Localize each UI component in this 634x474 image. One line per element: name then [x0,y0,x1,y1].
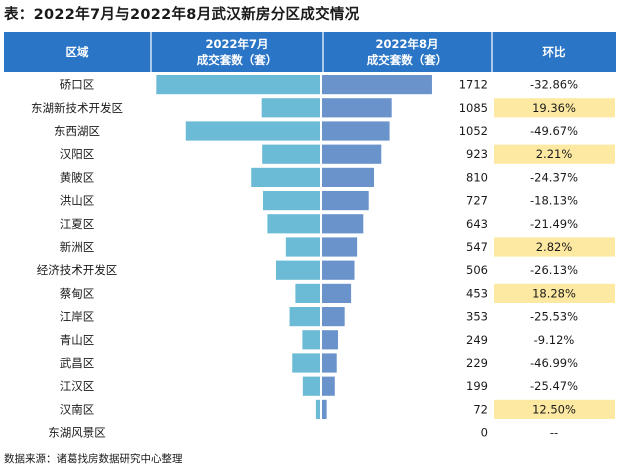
mom-value: -- [550,426,558,440]
region-label: 汉阳区 [60,147,95,161]
header-background [4,32,616,72]
header-jul-line1: 2022年7月 [205,37,268,51]
aug-value-label: 249 [466,333,488,347]
aug-bar [322,191,369,211]
region-label: 黄陂区 [60,170,95,184]
aug-value-label: 0 [481,426,488,440]
mom-value: -9.12% [534,333,575,347]
jul-bar [285,237,320,257]
aug-value-label: 547 [466,240,488,254]
mom-highlight [494,283,615,303]
jul-bar [315,399,320,419]
mom-value: 18.28% [532,286,576,300]
mom-value: -24.37% [530,170,578,184]
jul-bar [289,307,320,327]
aug-bar [322,353,337,373]
header-aug-line2: 成交套数（套） [367,53,448,67]
region-label: 东湖风景区 [48,426,106,440]
mom-value: -21.49% [530,217,578,231]
aug-bar [322,98,392,118]
aug-bar [322,144,382,164]
aug-value-label: 353 [466,310,488,324]
mom-value: 12.50% [532,402,576,416]
aug-value-label: 643 [466,217,488,231]
mom-value: -18.13% [530,194,578,208]
jul-bar [261,98,320,118]
table-rows: 硚口区 1712 -32.86% 东湖新技术开发区 1085 19.36% 东西湖区 1052… [31,75,615,440]
mom-value: -26.13% [530,263,578,277]
aug-value-label: 72 [473,402,488,416]
aug-value-label: 229 [466,356,488,370]
mom-value: -32.86% [530,78,578,92]
mom-highlight [494,399,615,419]
mom-value: -25.53% [530,310,578,324]
mom-highlight [494,237,615,257]
aug-bar [322,283,352,303]
aug-value-label: 923 [466,147,488,161]
jul-bar [185,121,320,141]
region-label: 江岸区 [60,310,95,324]
jul-bar [262,144,320,164]
aug-value-label: 453 [466,286,488,300]
aug-value-label: 1712 [459,78,488,92]
mom-highlight [494,98,615,118]
aug-bar [322,214,364,234]
aug-value-label: 1052 [459,124,488,138]
region-label: 洪山区 [60,194,95,208]
region-label: 蔡甸区 [60,286,95,300]
region-label: 硚口区 [60,78,95,92]
aug-bar [322,237,358,257]
region-label: 青山区 [60,333,95,347]
data-source-note: 数据来源：诸葛找房数据研究中心整理 [4,453,183,465]
mom-value: -46.99% [530,356,578,370]
aug-value-label: 1085 [459,101,488,115]
aug-bar [322,167,375,187]
chart-title: 表：2022年7月与2022年8月武汉新房分区成交情况 [4,7,360,23]
aug-bar [322,260,355,280]
region-label: 经济技术开发区 [37,263,118,277]
jul-bar [267,214,320,234]
mom-value: -49.67% [530,124,578,138]
aug-value-label: 727 [466,194,488,208]
mom-value: 19.36% [532,101,576,115]
aug-value-label: 810 [466,170,488,184]
region-label: 江夏区 [60,217,95,231]
aug-bar [322,75,432,95]
header-jul-line2: 成交套数（套） [197,53,278,67]
aug-value-label: 506 [466,263,488,277]
aug-bar [322,307,345,327]
table-header: 区域 2022年7月 成交套数（套） 2022年8月 成交套数（套） 环比 [4,32,616,72]
jul-bar [302,330,320,350]
jul-bar [276,260,320,280]
header-region: 区域 [66,45,89,59]
mom-value: 2.82% [536,240,573,254]
region-label: 江汉区 [60,379,95,393]
region-label: 汉南区 [60,402,95,416]
jul-bar [302,376,320,396]
jul-bar [292,353,320,373]
aug-bar [322,121,390,141]
region-label: 新洲区 [60,240,95,254]
aug-bar [322,376,335,396]
header-aug-line1: 2022年8月 [375,37,438,51]
region-label: 东西湖区 [54,124,100,138]
jul-bar [262,191,320,211]
jul-bar [156,75,320,95]
aug-bar [322,399,327,419]
aug-value-label: 199 [466,379,488,393]
jul-bar [295,283,320,303]
mom-highlight [494,144,615,164]
mom-value: -25.47% [530,379,578,393]
region-label: 东湖新技术开发区 [31,101,123,115]
region-label: 武昌区 [60,356,95,370]
jul-bar [251,167,320,187]
mom-value: 2.21% [536,147,573,161]
aug-bar [322,330,338,350]
header-mom: 环比 [543,45,566,59]
